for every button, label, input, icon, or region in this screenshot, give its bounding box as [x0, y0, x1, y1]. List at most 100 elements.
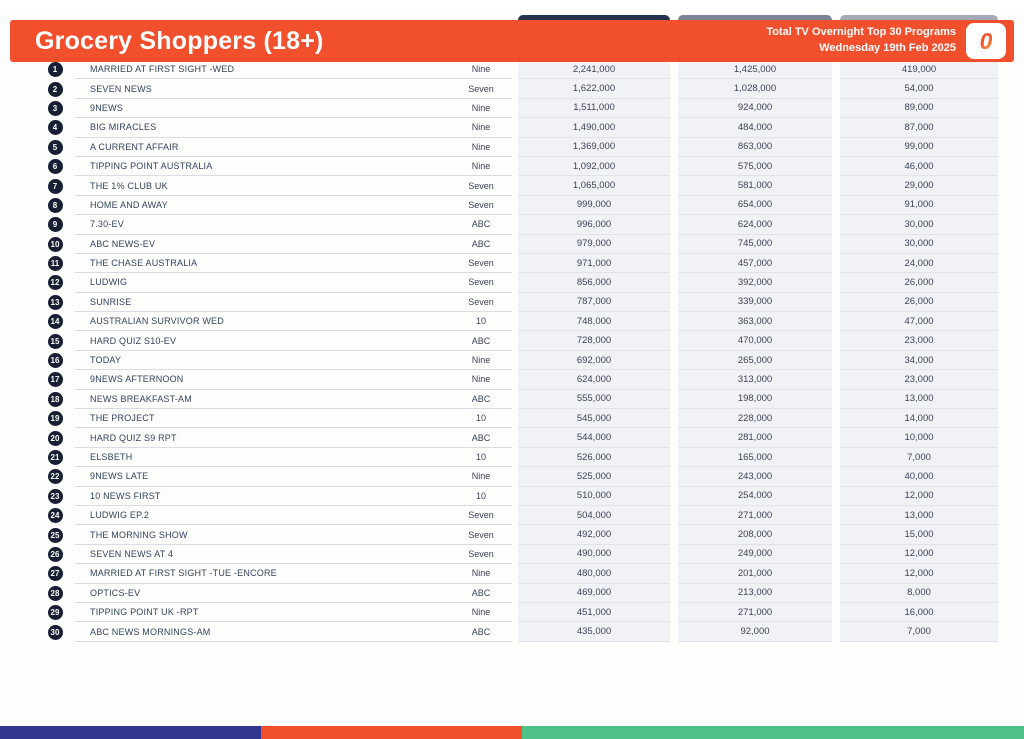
column-gap: [670, 196, 678, 215]
bvod-average-audience-cell: 29,000: [840, 176, 998, 196]
table-row: 14 AUSTRALIAN SURVIVOR WED 10 748,000 36…: [35, 312, 1024, 332]
program-title: 10 NEWS FIRST: [75, 487, 450, 506]
table-row: 3 9NEWS Nine 1,511,000 924,000 89,000: [35, 98, 1024, 119]
network-cell: 10: [450, 448, 512, 468]
column-gap: [832, 603, 840, 622]
network-cell: ABC: [450, 215, 512, 235]
rank-badge: 7: [47, 178, 63, 194]
total-tv-average-audience-cell: 363,000: [678, 312, 832, 332]
total-tv-average-audience-cell: 457,000: [678, 253, 832, 274]
table-row: 5 A CURRENT AFFAIR Nine 1,369,000 863,00…: [35, 137, 1024, 157]
program-title: MARRIED AT FIRST SIGHT -TUE -ENCORE: [75, 564, 450, 584]
total-tv-average-audience-cell: 213,000: [678, 583, 832, 603]
total-tv-reach-cell: 1,490,000: [518, 118, 670, 138]
total-tv-average-audience-cell: 1,425,000: [678, 60, 832, 80]
column-gap: [832, 293, 840, 312]
total-tv-average-audience-cell: 281,000: [678, 428, 832, 448]
program-title: THE MORNING SHOW: [75, 525, 450, 545]
bvod-average-audience-cell: 24,000: [840, 253, 998, 274]
rank-cell: 23: [35, 487, 75, 506]
network-cell: Nine: [450, 564, 512, 584]
program-title: HARD QUIZ S9 RPT: [75, 428, 450, 448]
rank-badge: 20: [47, 430, 63, 446]
network-cell: Seven: [450, 254, 512, 274]
column-gap: [832, 584, 840, 603]
column-gap: [832, 351, 840, 370]
table-row: 7 THE 1% CLUB UK Seven 1,065,000 581,000…: [35, 176, 1024, 196]
table-row: 12 LUDWIG Seven 856,000 392,000 26,000: [35, 273, 1024, 293]
network-cell: ABC: [450, 390, 512, 410]
column-gap: [670, 60, 678, 79]
rank-badge: 13: [47, 294, 63, 310]
program-title: MARRIED AT FIRST SIGHT -WED: [75, 60, 450, 80]
rank-cell: 20: [35, 428, 75, 447]
total-tv-average-audience-cell: 339,000: [678, 292, 832, 313]
network-cell: Seven: [450, 293, 512, 313]
total-tv-reach-cell: 1,511,000: [518, 98, 670, 119]
total-tv-average-audience-cell: 243,000: [678, 467, 832, 487]
total-tv-average-audience-cell: 208,000: [678, 525, 832, 545]
column-gap: [670, 428, 678, 447]
rank-cell: 24: [35, 506, 75, 525]
column-gap: [670, 293, 678, 312]
rank-badge: 16: [47, 353, 63, 369]
rank-badge: 9: [47, 217, 63, 233]
total-tv-average-audience-cell: 271,000: [678, 505, 832, 526]
program-title: THE 1% CLUB UK: [75, 176, 450, 196]
rank-cell: 27: [35, 564, 75, 583]
rank-badge: 11: [47, 256, 63, 272]
column-gap: [832, 448, 840, 467]
bvod-average-audience-cell: 419,000: [840, 60, 998, 80]
rank-badge: 3: [47, 100, 63, 116]
bvod-average-audience-cell: 13,000: [840, 389, 998, 410]
rank-cell: 6: [35, 157, 75, 176]
rank-cell: 18: [35, 390, 75, 409]
column-gap: [832, 215, 840, 234]
network-cell: ABC: [450, 235, 512, 254]
bvod-average-audience-cell: 8,000: [840, 583, 998, 603]
column-gap: [670, 409, 678, 428]
rank-badge: 21: [47, 450, 63, 465]
table-row: 29 TIPPING POINT UK -RPT Nine 451,000 27…: [35, 602, 1024, 623]
total-tv-reach-cell: 492,000: [518, 525, 670, 545]
column-gap: [670, 273, 678, 292]
rank-badge: 24: [47, 508, 63, 524]
column-gap: [670, 370, 678, 389]
rank-badge: 28: [47, 585, 63, 601]
column-gap: [670, 176, 678, 195]
total-tv-average-audience-cell: 581,000: [678, 176, 832, 196]
total-tv-reach-cell: 692,000: [518, 350, 670, 371]
column-gap: [670, 138, 678, 157]
program-title: ELSBETH: [75, 448, 450, 468]
table-row: 26 SEVEN NEWS AT 4 Seven 490,000 249,000…: [35, 544, 1024, 565]
column-gap: [670, 390, 678, 409]
total-tv-average-audience-cell: 254,000: [678, 486, 832, 506]
rank-badge: 29: [47, 605, 63, 621]
program-title: SEVEN NEWS AT 4: [75, 545, 450, 565]
table-row: 18 NEWS BREAKFAST-AM ABC 555,000 198,000…: [35, 389, 1024, 410]
rank-cell: 30: [35, 622, 75, 641]
column-gap: [670, 545, 678, 564]
total-tv-reach-cell: 525,000: [518, 467, 670, 487]
total-tv-reach-cell: 1,622,000: [518, 79, 670, 99]
table-row: 2 SEVEN NEWS Seven 1,622,000 1,028,000 5…: [35, 79, 1024, 99]
rank-cell: 3: [35, 99, 75, 118]
column-gap: [832, 235, 840, 254]
subtitle-line-2: Wednesday 19th Feb 2025: [819, 42, 956, 54]
total-tv-reach-cell: 555,000: [518, 389, 670, 410]
rank-badge: 26: [47, 546, 63, 562]
network-cell: Seven: [450, 506, 512, 526]
total-tv-reach-cell: 624,000: [518, 370, 670, 390]
table-row: 25 THE MORNING SHOW Seven 492,000 208,00…: [35, 525, 1024, 545]
total-tv-average-audience-cell: 265,000: [678, 350, 832, 371]
column-gap: [670, 215, 678, 234]
column-gap: [832, 138, 840, 157]
program-title: SUNRISE: [75, 293, 450, 313]
total-tv-average-audience-cell: 249,000: [678, 544, 832, 565]
total-tv-reach-cell: 545,000: [518, 409, 670, 429]
subtitle-line-1: Total TV Overnight Top 30 Programs: [766, 26, 956, 39]
rank-cell: 13: [35, 293, 75, 312]
program-title: SEVEN NEWS: [75, 79, 450, 99]
program-title: 9NEWS LATE: [75, 467, 450, 487]
program-title: ABC NEWS-EV: [75, 235, 450, 254]
